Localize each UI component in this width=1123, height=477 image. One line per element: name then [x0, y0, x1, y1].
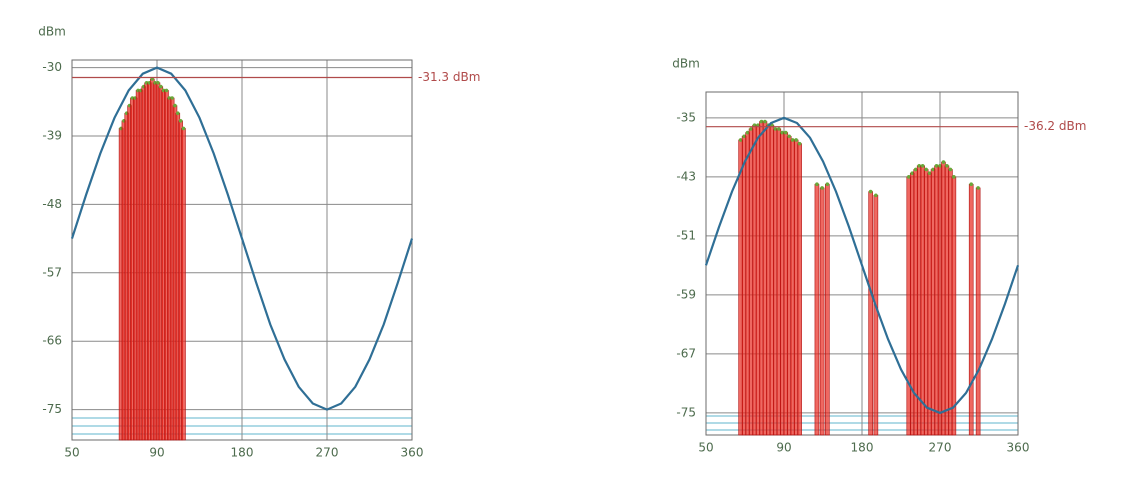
bar — [975, 187, 981, 436]
peak-dot — [874, 193, 878, 198]
bar — [868, 191, 873, 436]
peak-dot — [969, 182, 973, 187]
peak-dot — [948, 167, 953, 172]
peak-dot — [797, 141, 802, 146]
y-tick-label: -51 — [676, 228, 696, 242]
y-tick-label: -75 — [676, 405, 696, 419]
peak-dot — [780, 130, 785, 135]
peak-dot — [913, 167, 918, 172]
x-tick-label: 360 — [1007, 441, 1030, 455]
peak-dot — [941, 160, 946, 164]
bar — [968, 183, 974, 436]
peak-dot — [815, 182, 819, 187]
y-tick-label: -39 — [42, 129, 62, 143]
y-tick-label: -66 — [42, 334, 62, 348]
peak-dot — [173, 103, 177, 108]
y-tick-label: -67 — [676, 346, 696, 360]
x-tick-label: 90 — [776, 441, 791, 455]
peak-dot — [927, 171, 932, 175]
bar — [951, 176, 957, 436]
y-tick-label: -43 — [676, 169, 696, 183]
peak-dot — [934, 163, 939, 168]
x-tick-label: 50 — [698, 441, 713, 455]
peak-dot — [181, 126, 186, 131]
peak-dot — [787, 134, 791, 139]
peak-dot — [164, 88, 169, 93]
x-tick-label: 180 — [231, 446, 254, 460]
plot: dBm -30 -39 -48 -57 -66 -75 50 90 180 270 360 -31.3 … — [38, 25, 480, 460]
peak-dot — [175, 111, 180, 115]
peak-dot — [783, 130, 788, 135]
peak-dot — [931, 167, 935, 172]
peak-dot — [825, 182, 830, 187]
peak-dot — [150, 77, 155, 81]
x-tick-label: 180 — [851, 441, 874, 455]
curve — [70, 66, 414, 411]
peak-dot — [738, 138, 743, 142]
curve — [704, 116, 1020, 415]
x-tick-label: 90 — [149, 446, 164, 460]
peak-dot — [907, 175, 911, 179]
peak-dot — [820, 186, 824, 190]
peak-dot — [759, 119, 764, 124]
peak-dot — [790, 138, 795, 142]
y-axis-label: dBm — [38, 25, 66, 39]
peak-dot — [938, 163, 942, 168]
peak-dot — [952, 175, 956, 179]
peak-dot — [178, 119, 183, 123]
peak-dot — [920, 163, 925, 168]
peak-dot — [777, 127, 781, 131]
reference-label: -31.3 dBm — [418, 70, 480, 84]
peak-dot — [763, 119, 767, 124]
bar — [814, 183, 820, 436]
peak-dot — [773, 127, 778, 131]
peak-dot — [917, 163, 921, 168]
peak-dot — [924, 167, 928, 172]
peak-dot — [910, 171, 915, 175]
peak-dot — [156, 81, 160, 85]
x-tick-label: 270 — [929, 441, 952, 455]
bar — [873, 194, 879, 436]
peak-dot — [868, 189, 873, 194]
y-axis-label: dBm — [672, 57, 700, 71]
y-tick-label: -59 — [676, 287, 696, 301]
reference-label: -36.2 dBm — [1024, 119, 1086, 133]
peak-dot — [945, 163, 949, 168]
peak-dot — [158, 84, 163, 89]
plot-frame — [71, 59, 413, 441]
peak-dot — [170, 96, 174, 100]
peak-dot — [742, 134, 746, 139]
x-tick-label: 50 — [64, 446, 79, 460]
y-tick-label: -75 — [42, 402, 62, 416]
bar — [819, 187, 825, 436]
x-tick-label: 360 — [401, 446, 424, 460]
x-tick-label: 270 — [316, 446, 339, 460]
peak-dot — [794, 138, 798, 142]
bar — [797, 143, 802, 436]
y-tick-label: -57 — [42, 265, 62, 279]
bar — [181, 128, 186, 441]
y-tick-label: -30 — [42, 60, 62, 74]
peak-dot — [745, 130, 750, 135]
plot: dBm -35 -43 -51 -59 -67 -75 50 90 180 270 360 -36.2 … — [672, 57, 1086, 455]
peak-dot — [976, 186, 980, 190]
peak-dot — [749, 127, 753, 131]
y-tick-label: -48 — [42, 197, 62, 211]
y-tick-label: -35 — [676, 110, 696, 124]
bar — [825, 183, 830, 436]
